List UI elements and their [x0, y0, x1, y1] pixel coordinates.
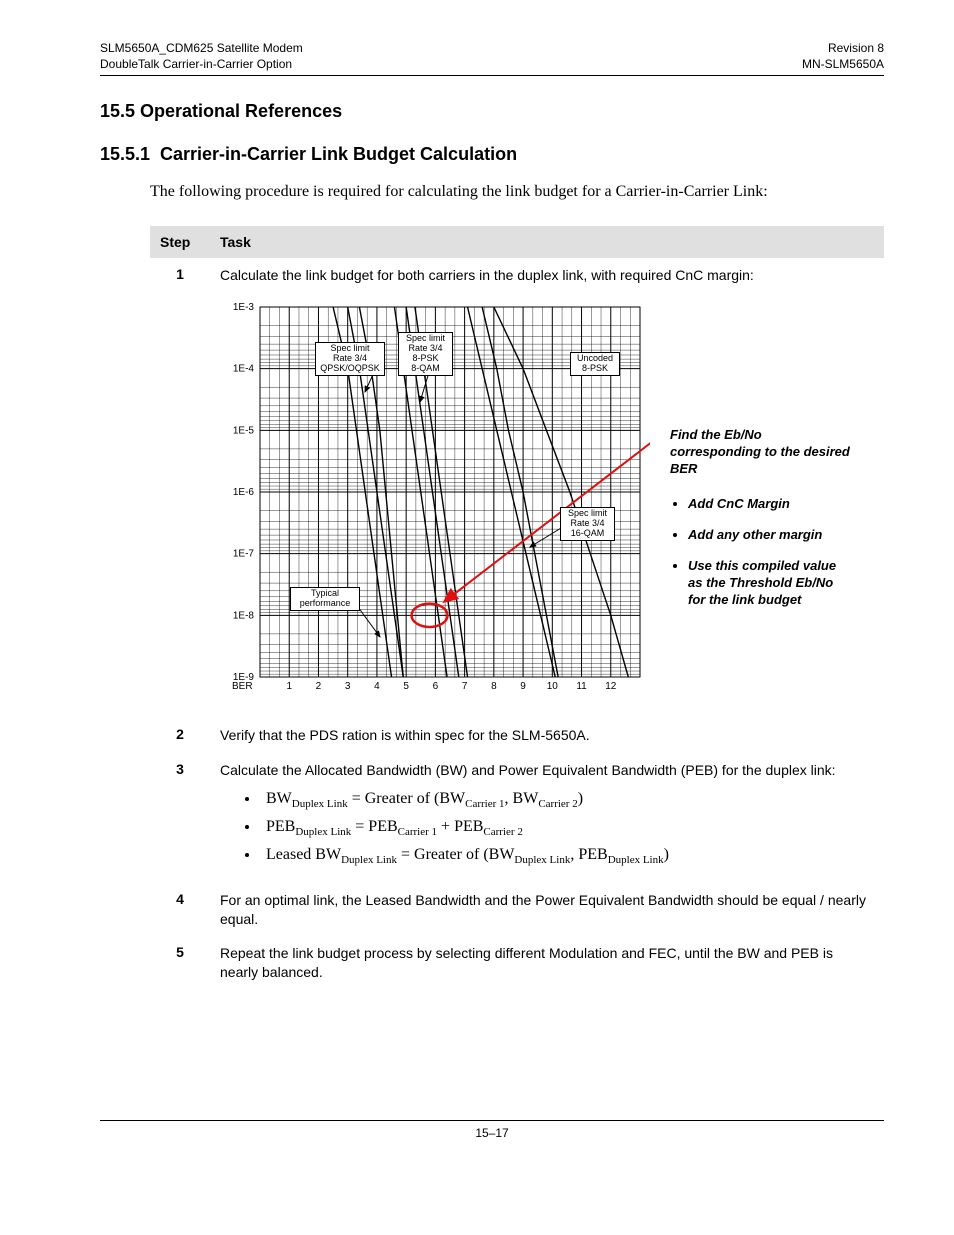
svg-text:7: 7: [462, 681, 468, 692]
header-left-1: SLM5650A_CDM625 Satellite Modem: [100, 41, 303, 55]
chart-label: Uncoded8-PSK: [570, 352, 620, 376]
step5-text: Repeat the link budget process by select…: [210, 936, 884, 990]
col-step: Step: [150, 226, 210, 258]
note-bullet: Add any other margin: [688, 527, 850, 544]
chart-label: Spec limitRate 3/48-PSK8-QAM: [398, 332, 453, 376]
intro-paragraph: The following procedure is required for …: [150, 183, 884, 201]
svg-text:5: 5: [403, 681, 409, 692]
header-divider: [100, 75, 884, 76]
formula-2: PEBDuplex Link = PEBCarrier 1 + PEBCarri…: [260, 818, 874, 838]
ber-chart: 1234567891011121E-31E-41E-51E-61E-71E-81…: [220, 297, 650, 710]
table-row: 3 Calculate the Allocated Bandwidth (BW)…: [150, 753, 884, 882]
svg-text:1: 1: [286, 681, 292, 692]
step1-text: Calculate the link budget for both carri…: [220, 266, 874, 285]
header-left-2: DoubleTalk Carrier-in-Carrier Option: [100, 57, 292, 71]
table-row: 5 Repeat the link budget process by sele…: [150, 936, 884, 990]
step3-text: Calculate the Allocated Bandwidth (BW) a…: [220, 761, 874, 780]
steps-table: Step Task 1 Calculate the link budget fo…: [150, 226, 884, 990]
svg-text:1E-8: 1E-8: [233, 611, 255, 622]
step-num: 2: [150, 718, 210, 753]
note-bullet: Use this compiled value as the Threshold…: [688, 558, 850, 609]
chart-label: Spec limitRate 3/416-QAM: [560, 507, 615, 541]
svg-text:1E-7: 1E-7: [233, 549, 255, 560]
chart-label: Typicalperformance: [290, 587, 360, 611]
section-heading-15-5-1: 15.5.1Carrier-in-Carrier Link Budget Cal…: [100, 144, 884, 165]
formula-1: BWDuplex Link = Greater of (BWCarrier 1,…: [260, 790, 874, 810]
step-num: 3: [150, 753, 210, 882]
table-row: 1 Calculate the link budget for both car…: [150, 258, 884, 718]
svg-text:1E-5: 1E-5: [233, 426, 255, 437]
step-num: 5: [150, 936, 210, 990]
step2-text: Verify that the PDS ration is within spe…: [210, 718, 884, 753]
formula-3: Leased BWDuplex Link = Greater of (BWDup…: [260, 846, 874, 866]
section-heading-15-5: 15.5 Operational References: [100, 101, 884, 122]
step-num: 1: [150, 258, 210, 718]
svg-text:1E-4: 1E-4: [233, 364, 255, 375]
note-first: Find the Eb/No corresponding to the desi…: [670, 427, 850, 478]
svg-text:2: 2: [316, 681, 322, 692]
svg-text:10: 10: [547, 681, 559, 692]
svg-text:3: 3: [345, 681, 351, 692]
chart-label: Spec limitRate 3/4QPSK/OQPSK: [315, 342, 385, 376]
table-row: 2 Verify that the PDS ration is within s…: [150, 718, 884, 753]
table-row: 4 For an optimal link, the Leased Bandwi…: [150, 883, 884, 937]
step-num: 4: [150, 883, 210, 937]
svg-text:8: 8: [491, 681, 497, 692]
svg-text:BER: BER: [232, 681, 253, 692]
step4-text: For an optimal link, the Leased Bandwidt…: [210, 883, 884, 937]
svg-text:1E-6: 1E-6: [233, 487, 255, 498]
svg-text:9: 9: [520, 681, 526, 692]
svg-text:4: 4: [374, 681, 380, 692]
page-header: SLM5650A_CDM625 Satellite Modem DoubleTa…: [100, 40, 884, 72]
heading-text: Carrier-in-Carrier Link Budget Calculati…: [160, 144, 517, 164]
note-bullet: Add CnC Margin: [688, 496, 850, 513]
svg-text:11: 11: [576, 681, 587, 692]
heading-number: 15.5.1: [100, 144, 160, 165]
formula-list: BWDuplex Link = Greater of (BWCarrier 1,…: [260, 790, 874, 867]
page-footer: 15–17: [100, 1120, 884, 1140]
header-right-2: MN-SLM5650A: [802, 57, 884, 71]
svg-text:12: 12: [605, 681, 617, 692]
chart-annotations: Find the Eb/No corresponding to the desi…: [670, 427, 850, 622]
svg-text:6: 6: [433, 681, 439, 692]
svg-text:1E-3: 1E-3: [233, 302, 255, 313]
col-task: Task: [210, 226, 884, 258]
header-right-1: Revision 8: [828, 41, 884, 55]
